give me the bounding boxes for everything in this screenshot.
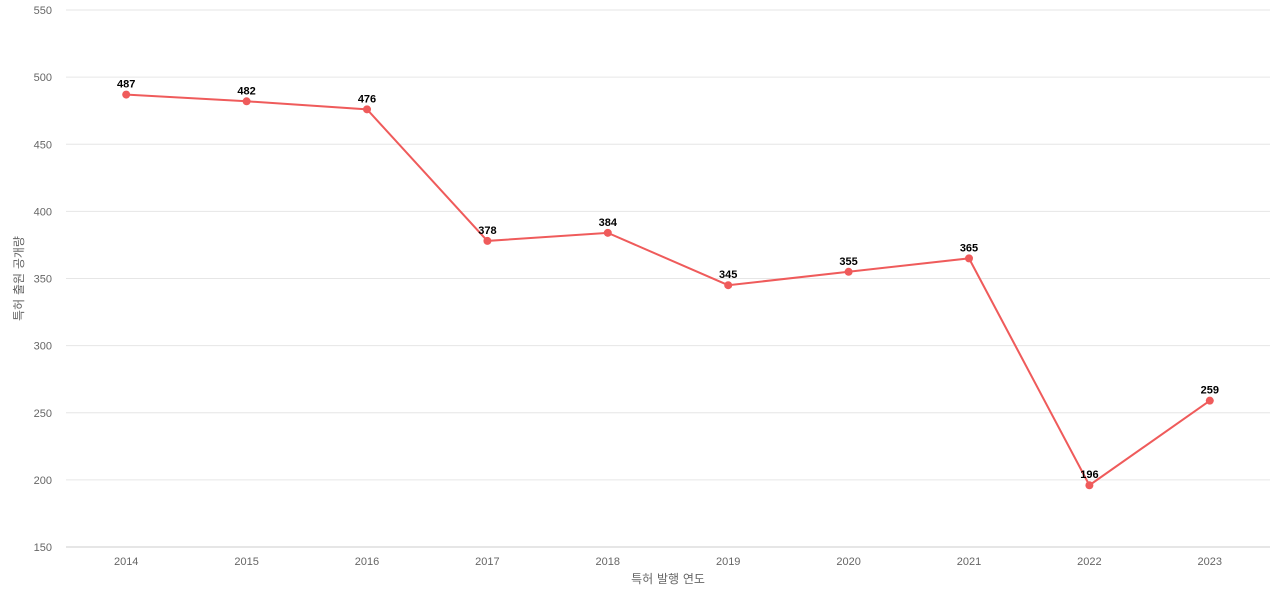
- data-point[interactable]: [603, 228, 612, 237]
- x-tick-label: 2016: [355, 556, 379, 568]
- y-tick-label: 200: [34, 475, 52, 487]
- y-tick-label: 550: [34, 5, 52, 17]
- y-tick-label: 500: [34, 72, 52, 84]
- series-line: [126, 93, 1211, 487]
- data-label: 384: [599, 217, 618, 229]
- data-label: 482: [237, 85, 255, 97]
- x-axis-title: 특허 발행 연도: [631, 571, 705, 586]
- y-tick-label: 300: [34, 341, 52, 353]
- data-point[interactable]: [242, 97, 251, 106]
- y-tick-label: 350: [34, 274, 52, 286]
- x-tick-label: 2014: [114, 556, 138, 568]
- data-point[interactable]: [844, 267, 853, 276]
- y-tick-label: 150: [34, 542, 52, 554]
- data-label: 378: [478, 225, 496, 237]
- x-tick-label: 2023: [1198, 556, 1222, 568]
- y-axis-title: 특허 출원 공개량: [12, 236, 26, 321]
- data-label: 487: [117, 79, 135, 91]
- x-axis-ticks: 2014 2015 2016 2017 2018 2019 2020 2021 2022 2023: [114, 556, 1222, 568]
- x-tick-label: 2020: [836, 556, 860, 568]
- data-point[interactable]: [965, 254, 973, 263]
- x-tick-label: 2018: [596, 556, 620, 568]
- y-tick-label: 400: [34, 206, 52, 218]
- data-point[interactable]: [363, 105, 371, 114]
- grid-lines: [66, 9, 1270, 481]
- y-tick-label: 250: [34, 408, 52, 420]
- data-point[interactable]: [1205, 396, 1214, 405]
- y-tick-label: 450: [34, 139, 52, 151]
- x-tick-label: 2017: [475, 556, 499, 568]
- x-tick-label: 2021: [957, 556, 981, 568]
- data-label: 355: [839, 256, 857, 268]
- y-axis-ticks: 150 200 250 300 350 400 450 500 550: [34, 5, 52, 554]
- data-label: 259: [1201, 385, 1219, 397]
- data-label: 345: [719, 269, 737, 281]
- x-tick-label: 2022: [1077, 556, 1101, 568]
- data-point[interactable]: [122, 90, 131, 99]
- x-tick-label: 2015: [234, 556, 258, 568]
- data-points: [122, 90, 1214, 490]
- data-labels: 487 482 476 378 384 345 355 365 196 259: [117, 79, 1219, 482]
- data-point[interactable]: [483, 236, 492, 245]
- x-tick-label: 2019: [716, 556, 740, 568]
- data-point[interactable]: [1085, 481, 1094, 490]
- data-point[interactable]: [724, 281, 733, 290]
- data-label: 476: [358, 93, 376, 105]
- data-label: 196: [1080, 469, 1098, 481]
- data-label: 365: [960, 242, 978, 254]
